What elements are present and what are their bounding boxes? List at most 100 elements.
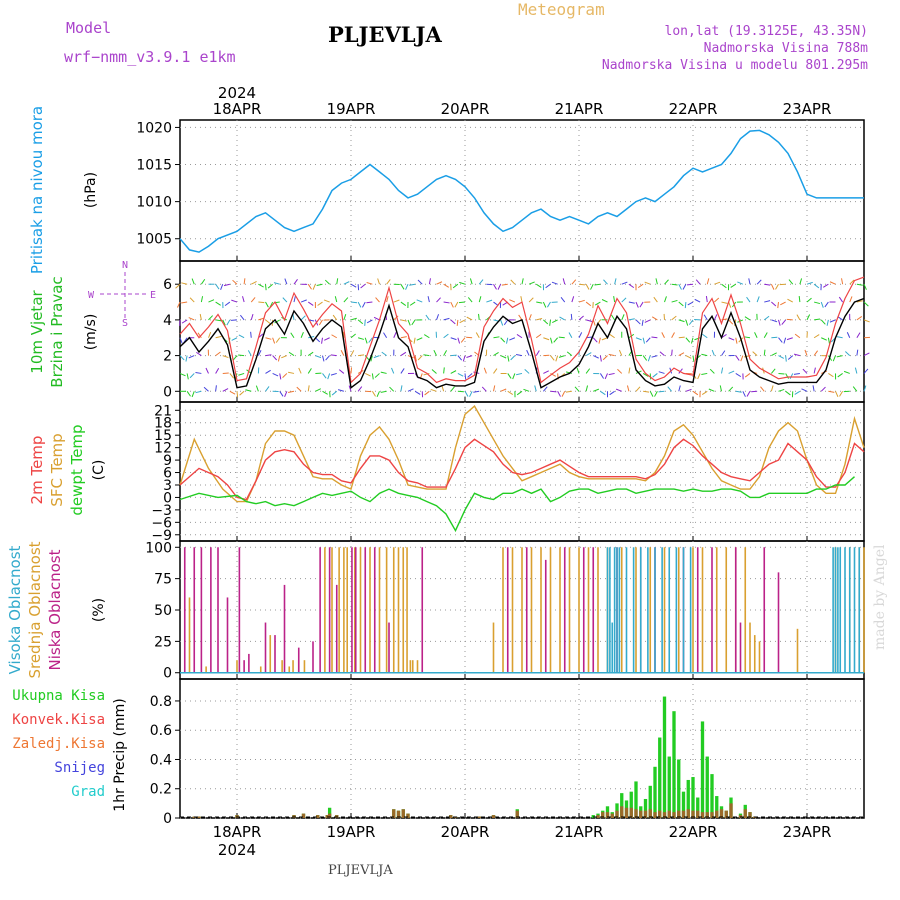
wind-barb xyxy=(863,319,870,323)
wind-barb xyxy=(642,373,649,377)
wind-barb xyxy=(265,337,272,340)
wind-barb xyxy=(528,297,534,303)
wind-barb xyxy=(370,355,373,362)
wind-barb xyxy=(644,281,651,285)
wind-barb xyxy=(200,278,206,285)
wind-barb xyxy=(763,349,766,356)
wind-barb xyxy=(682,283,687,290)
xtick-label-bottom: 21APR xyxy=(555,823,604,841)
wind-barb xyxy=(255,385,259,392)
wind-barb xyxy=(368,337,373,343)
wind-barb xyxy=(778,337,783,343)
wind-barb xyxy=(671,349,673,356)
wind-barb xyxy=(464,373,467,380)
precip-conv-bar xyxy=(719,809,724,818)
wind-barb xyxy=(373,355,380,359)
wind-barb xyxy=(785,373,790,379)
wind-barb xyxy=(543,370,549,374)
pressure-line xyxy=(179,129,864,253)
precip-conv-bar xyxy=(392,809,396,818)
wind-barb xyxy=(566,351,573,356)
wind-barb xyxy=(417,279,423,285)
xtick-label-bottom: 22APR xyxy=(669,823,718,841)
wind-barb xyxy=(618,349,623,356)
precip-conv-bar xyxy=(691,810,695,818)
ylabel-cloud: (%) xyxy=(91,598,107,622)
wind-barb xyxy=(327,373,331,380)
wind-barb xyxy=(414,355,417,362)
wind-barb xyxy=(771,352,777,357)
wind-barb xyxy=(473,390,480,393)
ylabel-pressure: (hPa) xyxy=(83,172,99,208)
wind-barb xyxy=(510,355,516,361)
wind-barb xyxy=(414,390,421,395)
precip-total-bar xyxy=(681,791,686,818)
wind-barb xyxy=(380,371,387,374)
wind-barb xyxy=(528,314,532,321)
wind-barb xyxy=(781,319,787,325)
wind-barb xyxy=(293,279,298,285)
wind-barb xyxy=(856,300,863,303)
wind-barb xyxy=(400,351,407,357)
wind-barb xyxy=(350,350,355,356)
wind-barb xyxy=(690,337,694,344)
wind-barb xyxy=(787,355,794,360)
wind-barb xyxy=(331,390,338,396)
wind-barb xyxy=(526,349,530,356)
wind-barb xyxy=(697,373,701,380)
wind-barb xyxy=(350,367,353,374)
wind-barb xyxy=(516,334,523,339)
wind-barb xyxy=(436,297,441,303)
wind-barb xyxy=(507,355,510,362)
wind-barb xyxy=(714,297,720,303)
wind-barb xyxy=(594,301,601,306)
wind-barb xyxy=(695,279,701,285)
wind-barb xyxy=(407,388,414,392)
wind-barb xyxy=(277,355,281,362)
wind-barb xyxy=(780,301,786,306)
wind-barb xyxy=(431,369,437,374)
wind-barb xyxy=(462,355,466,362)
wind-barb xyxy=(307,301,314,306)
wind-barb xyxy=(220,284,224,290)
precip-conv-bar xyxy=(515,810,519,818)
wind-barb xyxy=(243,278,246,285)
wind-barb xyxy=(330,372,337,376)
wind-barb xyxy=(744,316,751,321)
wind-barb xyxy=(324,279,330,285)
wind-barb xyxy=(229,373,235,379)
wind-barb xyxy=(550,337,553,344)
wind-barb xyxy=(814,318,821,321)
wind-barb xyxy=(338,369,345,374)
wind-barb xyxy=(826,319,829,326)
precip-total-bar xyxy=(696,797,700,818)
wind-barb xyxy=(357,319,364,325)
wind-barb xyxy=(671,332,675,338)
wind-barb xyxy=(307,368,312,374)
wind-barb xyxy=(443,301,450,304)
wind-barb xyxy=(317,301,323,306)
wind-barb xyxy=(428,278,431,285)
precip-conv-bar xyxy=(620,806,624,818)
wind-barb xyxy=(534,385,537,392)
wind-barb xyxy=(459,319,466,324)
ytick-label-pressure: 1020 xyxy=(136,120,172,136)
precip-total-bar xyxy=(715,796,719,818)
wind-barb xyxy=(639,301,644,308)
wind-barb xyxy=(331,334,337,339)
wind-barb xyxy=(793,353,801,357)
wind-barb xyxy=(628,318,635,321)
precip-conv-bar xyxy=(396,810,401,818)
wind-barb xyxy=(466,316,473,321)
wind-barb xyxy=(265,319,271,324)
wind-barb xyxy=(813,367,816,374)
wind-barb xyxy=(521,278,524,285)
wind-barb xyxy=(643,390,650,393)
wind-barb xyxy=(614,278,617,285)
precip-conv-bar xyxy=(615,810,619,818)
wind-barb xyxy=(685,355,692,359)
ytick-label-precip: 0.8 xyxy=(150,694,172,710)
wind-barb xyxy=(215,319,222,322)
wind-barb xyxy=(642,337,646,344)
wind-barb xyxy=(478,313,480,320)
